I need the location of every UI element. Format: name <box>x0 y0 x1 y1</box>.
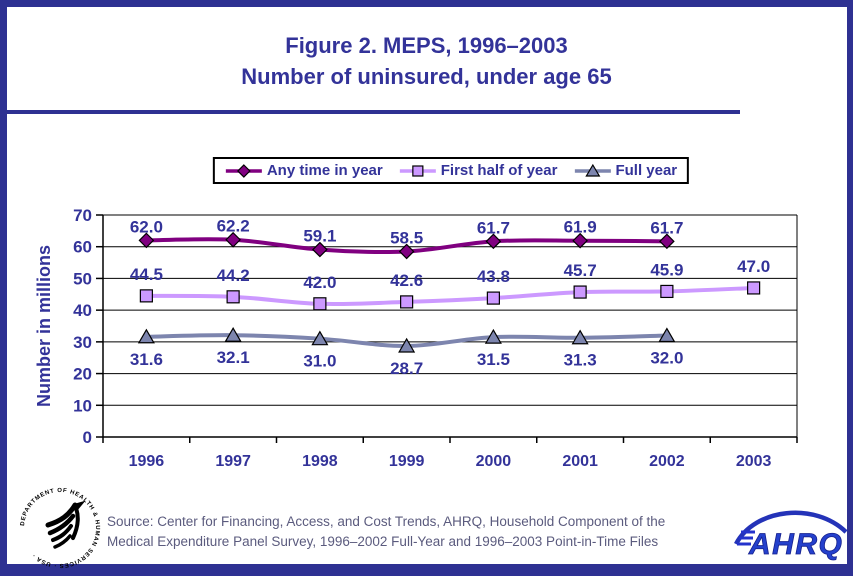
y-tick-label: 50 <box>73 269 92 288</box>
ahrq-logo: AHRQ <box>734 510 848 561</box>
hhs-seal-logo: DEPARTMENT OF HEALTH & HUMAN SERVICES · … <box>20 488 99 568</box>
diamond-marker-icon <box>138 232 155 249</box>
triangle-marker-icon <box>584 163 600 177</box>
diamond-marker-icon <box>572 232 588 249</box>
x-tick-label: 1998 <box>302 453 338 470</box>
data-point-label: 45.9 <box>650 260 683 279</box>
data-point-label: 42.0 <box>303 273 336 292</box>
triangle-marker-icon <box>658 327 676 343</box>
data-point-label: 31.0 <box>303 352 336 371</box>
triangle-marker-icon <box>571 329 589 345</box>
chart-title-line1: Figure 2. MEPS, 1996–2003 <box>285 33 568 58</box>
y-tick-label: 60 <box>73 238 92 257</box>
chart-title-line2: Number of uninsured, under age 65 <box>241 64 612 89</box>
source-note: Source: Center for Financing, Access, an… <box>107 512 665 552</box>
y-tick-label: 20 <box>73 365 92 384</box>
legend-key-icon <box>399 164 436 177</box>
diamond-marker-icon <box>398 243 415 260</box>
triangle-marker-icon <box>311 330 329 346</box>
square-marker-icon <box>226 290 240 304</box>
diamond-marker-icon <box>659 233 675 250</box>
square-marker-icon <box>313 297 327 311</box>
data-point-label: 42.6 <box>390 271 423 290</box>
data-point-label: 31.6 <box>130 350 163 369</box>
data-point-label: 58.5 <box>390 228 423 247</box>
source-line2: Medical Expenditure Panel Survey, 1996–2… <box>107 534 659 549</box>
data-point-label: 28.7 <box>390 359 423 378</box>
page-title: Figure 2. MEPS, 1996–2003 Number of unin… <box>0 30 853 92</box>
page-border-right <box>847 0 853 576</box>
page-border-left <box>0 0 7 576</box>
data-point-label: 62.0 <box>130 217 163 236</box>
square-marker-icon <box>573 285 587 299</box>
square-marker-icon <box>400 295 414 309</box>
legend-label: Full year <box>615 162 678 179</box>
triangle-marker-icon <box>224 326 242 342</box>
square-marker-icon <box>486 291 500 305</box>
data-point-label: 32.0 <box>650 349 683 368</box>
x-tick-label: 1996 <box>129 453 165 470</box>
legend-key-icon <box>574 163 611 177</box>
y-axis-title: Number in millions <box>34 245 54 407</box>
chart-legend: Any time in year First half of year Full y… <box>212 157 690 184</box>
x-tick-label: 1997 <box>215 453 251 470</box>
triangle-marker-icon <box>137 328 155 344</box>
series-line-first-half-of-year <box>146 285 754 307</box>
data-point-label: 61.7 <box>477 218 510 237</box>
legend-item-first-half-of-year: First half of year <box>399 162 558 179</box>
data-point-label: 61.7 <box>650 218 683 237</box>
y-tick-label: 40 <box>73 301 92 320</box>
diamond-marker-icon <box>225 231 241 248</box>
square-marker-icon <box>412 164 424 177</box>
legend-item-any-time-in-year: Any time in year <box>225 162 383 179</box>
page-border-bottom <box>0 564 853 576</box>
y-tick-label: 70 <box>73 206 92 225</box>
data-point-label: 47.0 <box>737 257 770 276</box>
triangle-marker-icon <box>398 337 416 353</box>
ahrq-swoosh-icon <box>734 510 848 546</box>
data-point-label: 44.2 <box>217 266 250 285</box>
x-tick-label: 1999 <box>389 453 425 470</box>
x-tick-label: 2001 <box>562 453 598 470</box>
x-tick-label: 2002 <box>649 453 685 470</box>
data-point-label: 32.1 <box>217 348 250 367</box>
x-tick-label: 2000 <box>476 453 512 470</box>
square-marker-icon <box>747 281 761 295</box>
legend-item-full-year: Full year <box>573 162 677 179</box>
chart-canvas: 0 10 20 30 40 50 60 70 1996 1997 1998 1999 2000 2001 2… <box>34 206 798 470</box>
legend-label: Any time in year <box>266 162 383 179</box>
triangle-marker-icon <box>484 328 502 344</box>
y-tick-label: 30 <box>73 333 92 352</box>
data-point-label: 61.9 <box>564 218 597 237</box>
data-point-label: 59.1 <box>303 227 336 246</box>
legend-key-icon <box>225 163 262 178</box>
eagle-icon <box>45 500 86 549</box>
diamond-marker-icon <box>485 233 502 250</box>
diamond-marker-icon <box>237 163 251 178</box>
data-point-label: 31.5 <box>477 350 510 369</box>
title-divider-line <box>0 110 740 114</box>
data-point-label: 43.8 <box>477 267 510 286</box>
ahrq-logo-text: AHRQ <box>748 528 843 561</box>
square-marker-icon <box>660 284 674 299</box>
data-point-label: 45.7 <box>564 261 597 280</box>
data-point-label: 44.5 <box>130 265 163 284</box>
page-border-top <box>0 0 853 7</box>
square-marker-icon <box>139 289 153 303</box>
y-tick-label: 10 <box>73 396 92 415</box>
y-tick-label: 0 <box>83 428 92 447</box>
source-line1: Source: Center for Financing, Access, an… <box>107 514 666 529</box>
x-tick-label: 2003 <box>736 453 772 470</box>
diamond-marker-icon <box>312 241 328 258</box>
data-point-label: 62.2 <box>217 217 250 236</box>
legend-label: First half of year <box>440 162 558 179</box>
data-point-label: 31.3 <box>564 351 597 370</box>
